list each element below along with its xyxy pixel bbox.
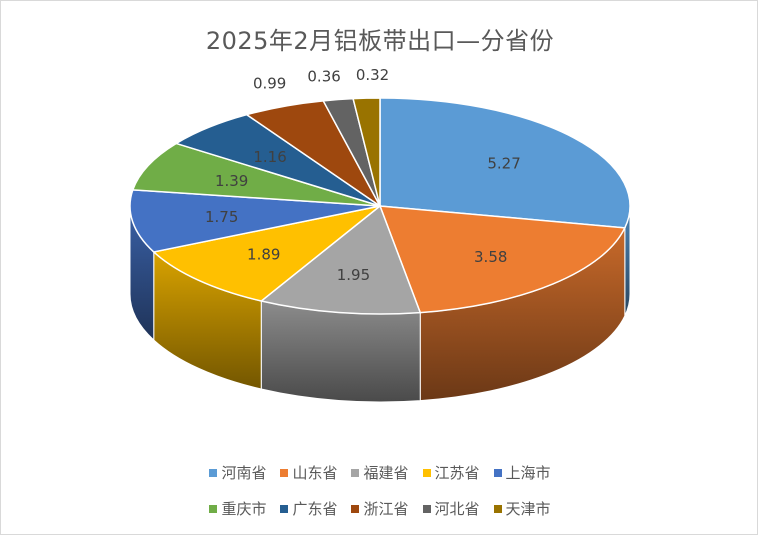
- legend-item-8: 河北省: [422, 498, 480, 519]
- pie-top-faces: [129, 97, 631, 315]
- legend-item-4: 上海市: [493, 462, 551, 483]
- legend-item-7: 浙江省: [351, 498, 409, 519]
- legend-item-0: 河南省: [209, 462, 266, 483]
- legend-label: 重庆市: [221, 500, 267, 518]
- legend-label: 天津市: [505, 500, 551, 518]
- legend-label: 浙江省: [363, 500, 409, 518]
- pie-slice-2: [259, 204, 422, 315]
- legend-label: 福建省: [363, 464, 409, 482]
- legend-label: 上海市: [505, 464, 551, 482]
- legend-swatch: [493, 504, 502, 513]
- data-label-4: 1.75: [205, 208, 238, 226]
- pie-slice-1: [378, 205, 626, 314]
- legend-swatch: [209, 504, 218, 513]
- legend-label: 江苏省: [434, 464, 480, 482]
- legend-label: 广东省: [292, 500, 338, 518]
- legend-swatch: [422, 468, 431, 477]
- legend-item-6: 广东省: [280, 498, 337, 519]
- data-label-8: 0.36: [307, 68, 340, 86]
- data-label-3: 1.89: [247, 245, 280, 263]
- data-label-9: 0.32: [356, 66, 389, 84]
- data-label-2: 1.95: [337, 266, 370, 284]
- legend-swatch: [280, 504, 289, 513]
- pie-slice-3: [152, 205, 381, 302]
- legend-label: 河南省: [221, 464, 267, 482]
- pie-slice-9: [352, 97, 381, 207]
- pie-side-walls: [129, 205, 631, 403]
- legend-swatch: [351, 468, 360, 477]
- legend-swatch: [280, 468, 289, 477]
- data-label-6: 1.16: [253, 148, 286, 166]
- data-label-1: 3.58: [474, 248, 507, 266]
- legend-swatch: [209, 468, 218, 477]
- legend-row-2: 重庆市 广东省 浙江省 河北省 天津市: [1, 498, 758, 519]
- pie-data-labels: 5.27 3.58 1.95 1.89 1.75 1.39 1.16 0.99 0.36 0.32: [205, 66, 521, 284]
- legend-item-5: 重庆市: [209, 498, 266, 519]
- legend-item-2: 福建省: [351, 462, 409, 483]
- legend-label: 山东省: [292, 464, 338, 482]
- pie-slice-0: [379, 97, 631, 229]
- legend-row-1: 河南省 山东省 福建省 江苏省 上海市: [1, 462, 758, 483]
- legend-item-3: 江苏省: [422, 462, 480, 483]
- pie-slice-5: [131, 142, 381, 207]
- chart-title: 2025年2月铝板带出口—分省份: [205, 27, 555, 55]
- legend-swatch: [351, 504, 360, 513]
- legend-label: 河北省: [434, 500, 480, 518]
- data-label-0: 5.27: [487, 154, 520, 172]
- legend-swatch: [422, 504, 431, 513]
- data-label-7: 0.99: [253, 74, 286, 92]
- pie-slice-4: [129, 189, 381, 253]
- data-label-5: 1.39: [215, 172, 248, 190]
- legend-swatch: [493, 468, 502, 477]
- legend-item-9: 天津市: [493, 498, 551, 519]
- pie-side-2: [260, 300, 421, 403]
- legend-item-1: 山东省: [280, 462, 337, 483]
